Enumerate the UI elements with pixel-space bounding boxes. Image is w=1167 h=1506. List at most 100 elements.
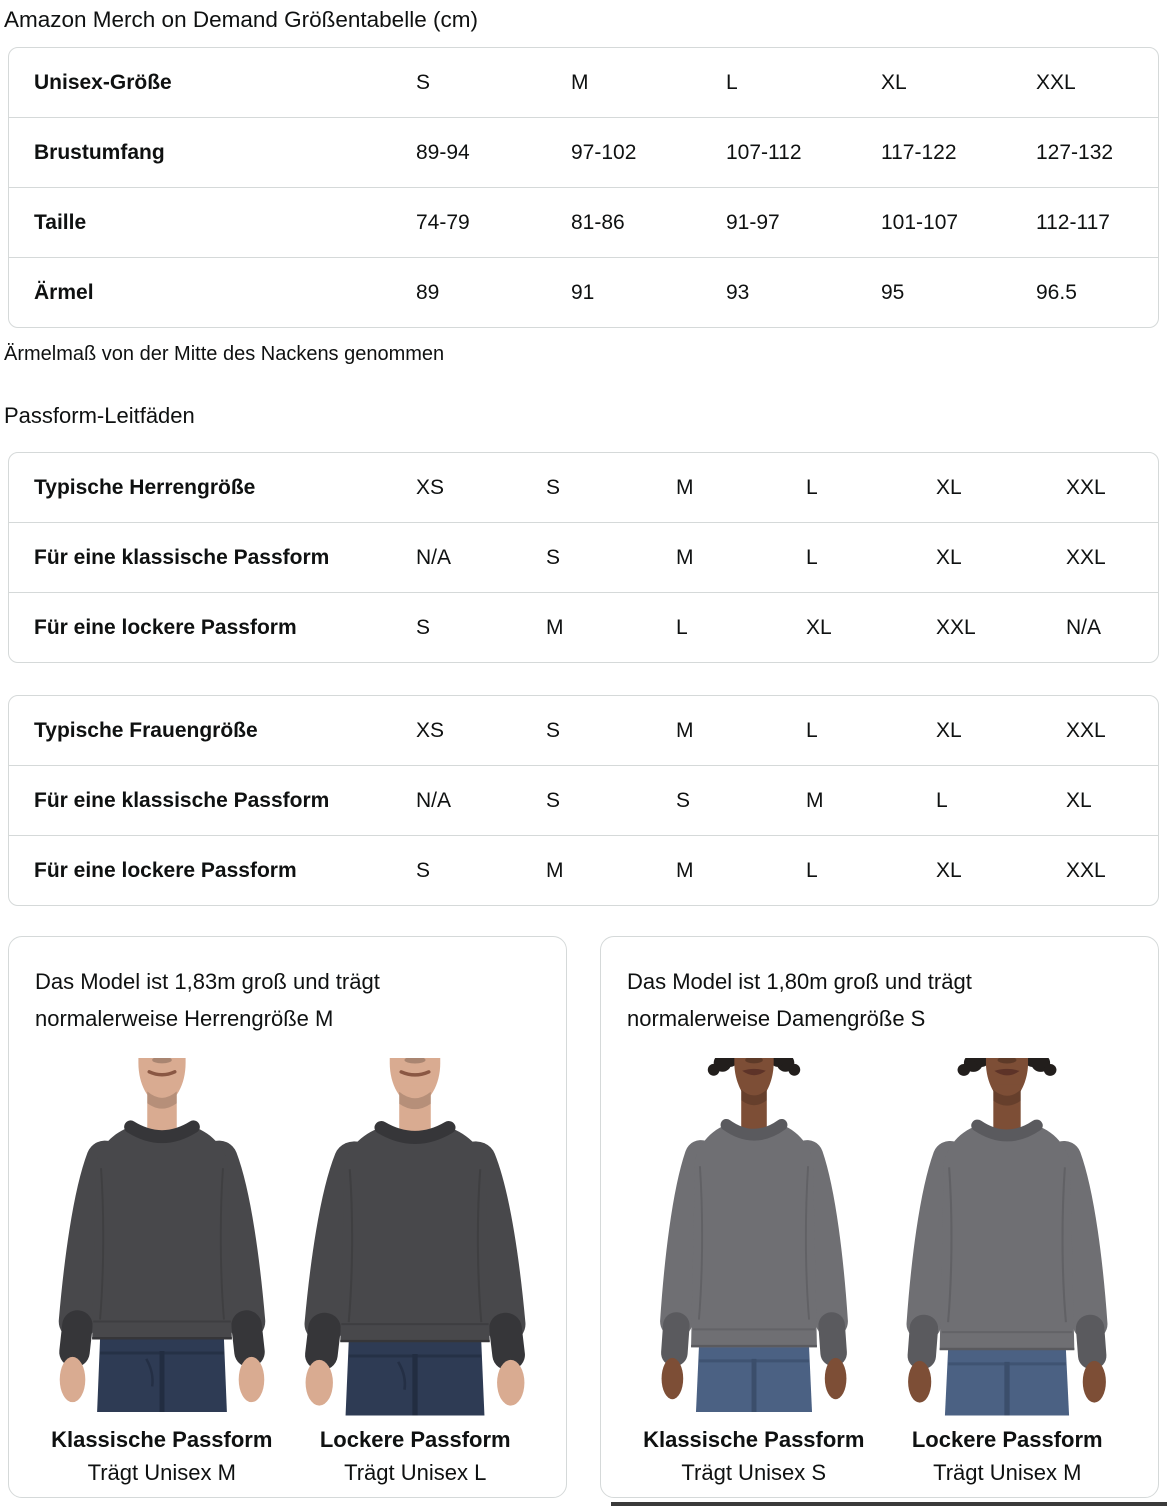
size-cell: M [546,615,564,639]
size-worn-label: Trägt Unisex S [681,1460,827,1485]
size-cell: XL [881,70,907,94]
model-figures: Klassische Passform Trägt Unisex M Locke… [35,1057,542,1486]
model-photo-woman-loose [881,1057,1134,1417]
mens-model-card: Das Model ist 1,83m groß und trägt norma… [8,936,567,1498]
fit-label: Lockere Passform [911,1427,1103,1452]
size-cell: S [546,545,561,569]
model-figures: Klassische Passform Trägt Unisex S Locke… [627,1057,1134,1486]
size-cell: N/A [1066,615,1102,639]
size-cell: XXL [1066,858,1106,882]
figure-caption: Lockere Passform Trägt Unisex L [320,1413,511,1486]
row-label: Für eine klassische Passform [34,788,330,812]
model-figure: Klassische Passform Trägt Unisex M [35,1057,289,1486]
model-description-line: Das Model ist 1,83m groß und trägt [35,969,380,994]
model-photo-man-loose [289,1057,542,1417]
model-description-line: normalerweise Damengröße S [627,1006,926,1031]
table-row: Typische Herrengröße XS S M L XL XXL [9,453,1158,523]
size-cell: S [416,70,431,94]
table-row: Für eine klassische Passform N/A S S M L… [9,766,1158,836]
size-cell: S [676,788,691,812]
size-cell: N/A [416,788,452,812]
table-row: Unisex-Größe S M L XL XXL [9,48,1158,118]
page-title: Amazon Merch on Demand Größentabelle (cm… [4,7,478,32]
size-cell: 91 [571,280,595,304]
table-row: Taille 74-79 81-86 91-97 101-107 112-117 [9,188,1158,258]
size-cell: S [546,788,561,812]
row-label: Typische Herrengröße [34,475,256,499]
size-cell: M [571,70,589,94]
model-photo-woman-classic [636,1057,872,1413]
size-cell: XXL [1066,718,1106,742]
model-description-line: Das Model ist 1,80m groß und trägt [627,969,972,994]
model-photo-man-classic [44,1057,280,1413]
fit-guides-title: Passform-Leitfäden [4,403,195,428]
fit-label: Klassische Passform [51,1427,273,1452]
table-row: Typische Frauengröße XS S M L XL XXL [9,696,1158,766]
size-cell: M [676,858,694,882]
row-label: Für eine lockere Passform [34,615,297,639]
model-figure: Klassische Passform Trägt Unisex S [627,1057,881,1486]
table-row: Ärmel 89 91 93 95 96.5 [9,258,1158,327]
size-cell: 107-112 [726,140,802,164]
size-cell: M [806,788,824,812]
size-guide-page: Amazon Merch on Demand Größentabelle (cm… [0,6,1167,1498]
size-cell: L [726,70,738,94]
size-cell: XS [416,718,445,742]
size-worn-label: Trägt Unisex M [87,1460,236,1485]
size-cell: XXL [1066,545,1106,569]
size-cell: XL [936,718,962,742]
figure-caption: Klassische Passform Trägt Unisex M [51,1413,272,1486]
size-cell: 97-102 [571,140,637,164]
model-description-line: normalerweise Herrengröße M [35,1006,334,1031]
size-cell: S [546,718,561,742]
row-label: Unisex-Größe [34,70,172,94]
size-cell: 96.5 [1036,280,1077,304]
size-cell: XXL [1036,70,1076,94]
row-label: Taille [34,210,87,234]
mens-fit-table: Typische Herrengröße XS S M L XL XXL Für… [8,452,1159,663]
size-cell: 112-117 [1036,210,1110,234]
figure-caption: Klassische Passform Trägt Unisex S [643,1413,864,1486]
size-cell: XL [936,475,962,499]
size-cell: XS [416,475,445,499]
size-cell: 117-122 [881,140,957,164]
size-worn-label: Trägt Unisex L [344,1460,487,1485]
model-figure: Lockere Passform Trägt Unisex M [881,1057,1135,1486]
size-cell: L [676,615,688,639]
size-cell: XL [936,545,962,569]
unisex-size-table: Unisex-Größe S M L XL XXL Brustumfang 89… [8,47,1159,328]
row-label: Brustumfang [34,140,165,164]
size-cell: L [806,858,818,882]
womens-fit-table: Typische Frauengröße XS S M L XL XXL Für… [8,695,1159,906]
size-worn-label: Trägt Unisex M [933,1460,1082,1485]
size-cell: S [416,615,431,639]
size-cell: N/A [416,545,452,569]
size-cell: 95 [881,280,905,304]
next-section-peek [611,1502,1167,1506]
row-label: Ärmel [34,280,94,304]
size-cell: XXL [1066,475,1106,499]
table-row: Brustumfang 89-94 97-102 107-112 117-122… [9,118,1158,188]
size-cell: M [546,858,564,882]
size-cell: 81-86 [571,210,625,234]
size-cell: 91-97 [726,210,780,234]
model-cards: Das Model ist 1,83m groß und trägt norma… [8,936,1159,1498]
model-figure: Lockere Passform Trägt Unisex L [289,1057,543,1486]
size-cell: L [936,788,948,812]
size-cell: XXL [936,615,976,639]
size-cell: 89-94 [416,140,470,164]
sleeve-measure-note: Ärmelmaß von der Mitte des Nackens genom… [4,343,445,365]
size-cell: M [676,475,694,499]
size-cell: 93 [726,280,750,304]
table-row: Für eine lockere Passform S M M L XL XXL [9,836,1158,905]
size-cell: XL [1066,788,1092,812]
fit-label: Klassische Passform [643,1427,865,1452]
fit-label: Lockere Passform [319,1427,511,1452]
size-cell: L [806,718,818,742]
size-cell: 74-79 [416,210,470,234]
row-label: Für eine lockere Passform [34,858,297,882]
figure-caption: Lockere Passform Trägt Unisex M [912,1413,1103,1486]
womens-model-card: Das Model ist 1,80m groß und trägt norma… [600,936,1159,1498]
size-cell: XL [936,858,962,882]
table-row: Für eine lockere Passform S M L XL XXL N… [9,593,1158,662]
